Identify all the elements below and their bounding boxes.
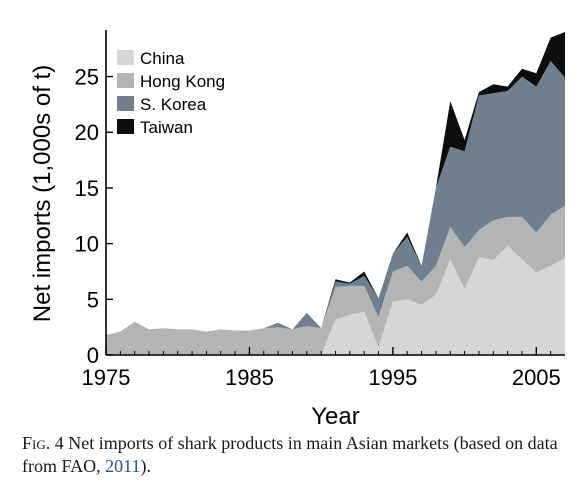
x-tick-label: 1975 (82, 365, 131, 390)
axes: 0 5 10 15 20 25 1975 1985 1995 2005 (75, 30, 565, 390)
caption-end: ). (140, 456, 152, 476)
x-tick-label: 1985 (225, 365, 274, 390)
y-tick-label: 0 (87, 343, 99, 368)
x-tick-label: 2005 (512, 365, 561, 390)
legend: China Hong Kong S. Korea Taiwan (117, 49, 225, 137)
chart: 0 5 10 15 20 25 1975 1985 1995 2005 China Hong Kon… (29, 30, 565, 430)
legend-swatch-s-korea (117, 96, 134, 111)
legend-swatch-taiwan (117, 119, 134, 134)
stacked-areas (106, 32, 565, 355)
y-tick-label: 20 (75, 120, 99, 145)
area-s-korea (106, 61, 565, 335)
legend-label-s-korea: S. Korea (140, 95, 207, 114)
legend-swatch-china (117, 50, 134, 65)
legend-swatch-hong-kong (117, 73, 134, 88)
y-tick-label: 15 (75, 176, 99, 201)
x-axis-title: Year (311, 403, 360, 430)
legend-label-taiwan: Taiwan (140, 118, 193, 137)
figure-caption: Fig. 4 Net imports of shark products in … (22, 432, 572, 478)
legend-label-china: China (140, 49, 185, 68)
area-taiwan (106, 32, 565, 335)
y-axis-title: Net imports (1,000s of t) (29, 65, 56, 322)
legend-label-hong-kong: Hong Kong (140, 72, 225, 91)
y-tick-label: 25 (75, 65, 99, 90)
caption-text: Net imports of shark products in main As… (22, 433, 558, 476)
area-hong-kong (106, 205, 565, 355)
y-tick-label: 5 (87, 287, 99, 312)
citation-link[interactable]: 2011 (105, 456, 141, 476)
area-china (106, 245, 565, 355)
caption-label: Fig. 4 (22, 433, 64, 453)
y-tick-label: 10 (75, 232, 99, 257)
x-tick-label: 1995 (368, 365, 417, 390)
